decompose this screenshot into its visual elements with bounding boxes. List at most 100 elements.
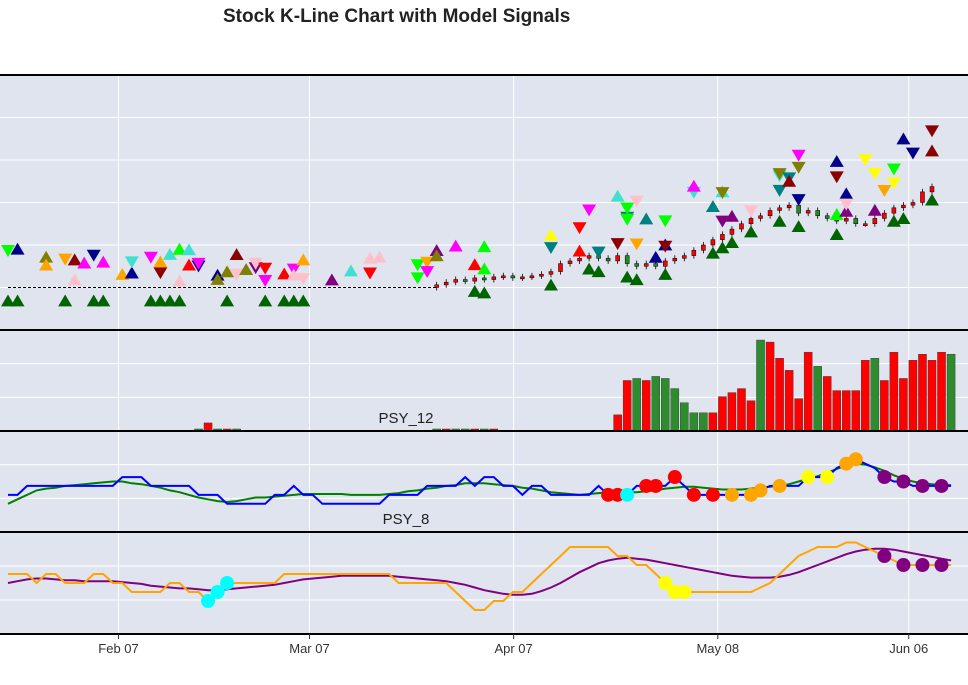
buy-signal-marker	[67, 253, 82, 266]
candle-body	[920, 191, 925, 203]
buy-signal-marker	[772, 214, 787, 227]
buy-signal-marker	[172, 242, 187, 255]
volume-bar	[708, 412, 718, 432]
volume-bar	[908, 360, 918, 432]
candle-body	[443, 281, 449, 286]
psy-signal-marker	[848, 452, 863, 467]
volume-bar	[613, 414, 622, 432]
candle-body	[872, 218, 878, 224]
sell-signal-marker	[258, 274, 273, 287]
volume-bar	[680, 402, 689, 432]
buy-signal-marker	[744, 225, 759, 238]
candle-body	[777, 207, 782, 211]
sell-signal-marker	[572, 222, 587, 235]
buy-signal-marker	[839, 204, 854, 217]
sell-signal-marker	[591, 246, 606, 259]
volume-bar	[718, 396, 727, 432]
psy-signal-marker	[820, 470, 835, 485]
candle-body	[577, 258, 582, 262]
volume-bar	[670, 388, 680, 432]
sell-signal-marker	[867, 167, 882, 180]
sell-signal-marker	[905, 147, 920, 160]
candle-body	[472, 277, 478, 282]
volume-bar	[822, 376, 832, 432]
candle-body	[605, 258, 611, 262]
psy-signal-marker	[915, 558, 930, 572]
sell-signal-marker	[772, 168, 787, 180]
volume-bar	[927, 360, 937, 432]
buy-signal-marker	[210, 272, 225, 285]
candle-body	[491, 276, 497, 280]
buy-signal-marker	[96, 294, 111, 307]
buy-signal-marker	[10, 294, 25, 307]
sell-signal-marker	[877, 184, 892, 197]
candle-body	[748, 218, 754, 224]
sell-signal-marker	[153, 267, 168, 280]
psy-signal-marker	[877, 470, 892, 485]
buy-signal-marker	[143, 294, 158, 307]
sell-signal-marker	[143, 251, 158, 264]
buy-signal-marker	[372, 250, 387, 263]
sell-signal-marker	[362, 267, 377, 280]
sell-signal-marker	[410, 259, 425, 272]
volume-bar	[813, 366, 822, 432]
psy-signal-marker	[648, 478, 663, 493]
buy-signal-marker	[77, 256, 92, 269]
volume-bar	[937, 351, 946, 432]
buy-signal-marker	[39, 250, 54, 263]
psy-signal-marker	[915, 478, 930, 493]
buy-signal-marker	[629, 273, 644, 286]
buy-signal-marker	[724, 209, 739, 222]
buy-signal-marker	[925, 193, 939, 206]
psy-signal-marker	[220, 576, 235, 590]
psy-signal-marker	[210, 585, 225, 599]
sell-signal-marker	[715, 187, 730, 199]
candle-body	[844, 218, 849, 222]
sell-signal-marker	[658, 215, 673, 228]
buy-signal-marker	[124, 266, 139, 279]
psy-signal-marker	[896, 558, 911, 572]
buy-signal-marker	[153, 294, 168, 307]
psy-signal-marker	[686, 487, 701, 502]
sell-signal-marker	[744, 205, 759, 218]
candle-body	[453, 279, 458, 283]
x-tick-label: May 08	[696, 641, 739, 656]
sell-signal-marker	[58, 253, 73, 266]
psy-signal-marker	[934, 558, 949, 572]
candle-body	[615, 255, 620, 262]
volume-bar	[756, 339, 765, 432]
buy-signal-marker	[582, 262, 597, 275]
sell-signal-marker	[582, 204, 597, 217]
sell-signal-marker	[229, 268, 244, 281]
volume-bar	[832, 390, 841, 432]
buy-signal-marker	[324, 273, 339, 286]
candle-body	[520, 276, 525, 280]
volume-bar	[870, 358, 880, 432]
buy-signal-marker	[467, 258, 482, 271]
volume-bar	[918, 353, 927, 432]
volume-bar	[746, 400, 756, 432]
volume-panel-background	[0, 330, 968, 431]
buy-signal-marker	[829, 154, 844, 167]
candle-body	[758, 215, 763, 219]
candle-body	[805, 210, 811, 214]
candle-body	[710, 239, 716, 246]
buy-signal-marker	[286, 294, 301, 307]
buy-signal-marker	[162, 294, 177, 307]
volume-bar	[842, 390, 851, 432]
buy-signal-marker	[172, 274, 187, 287]
candle-body	[767, 210, 773, 217]
buy-signal-marker	[648, 250, 663, 263]
volume-bar	[861, 360, 870, 432]
psy-line	[8, 541, 952, 611]
sell-signal-marker	[1, 245, 15, 257]
sell-signal-marker	[791, 194, 806, 207]
buy-signal-marker	[724, 236, 739, 248]
candle-body	[739, 223, 744, 230]
buy-signal-marker	[181, 243, 196, 256]
volume-bar	[699, 412, 708, 432]
buy-signal-marker	[572, 244, 587, 257]
volume-bar	[784, 370, 794, 432]
buy-signal-marker	[448, 239, 463, 252]
